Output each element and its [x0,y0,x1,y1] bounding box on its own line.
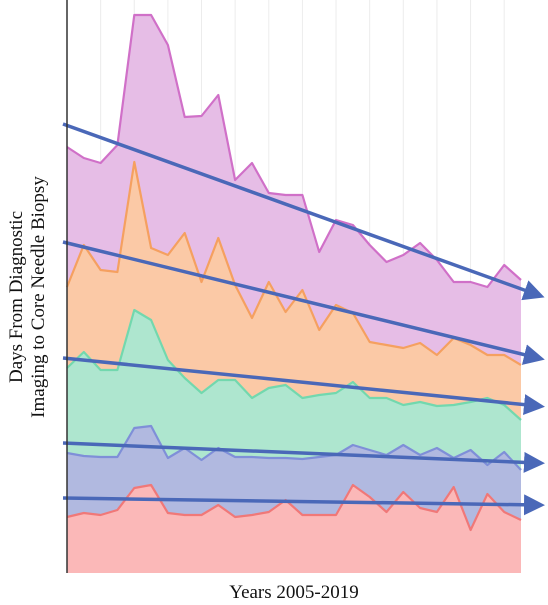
trend-arrow [62,494,545,516]
y-axis-label: Days From Diagnostic Imaging to Core Nee… [6,176,49,418]
trend-arrow [62,441,545,473]
x-axis-label: Years 2005-2019 [229,582,358,603]
line [66,424,522,471]
trends [62,122,545,516]
area [67,485,521,573]
line [66,308,522,421]
y-axis-label-line: Days From Diagnostic [6,211,27,383]
line [65,160,522,366]
trend-arrow [62,122,545,301]
trend-arrow [62,356,545,416]
line [66,483,522,532]
line [66,13,522,289]
y-axis-label-line: Imaging to Core Needle Biopsy [28,176,49,418]
areas [65,13,522,573]
trend-arrow [62,240,545,365]
